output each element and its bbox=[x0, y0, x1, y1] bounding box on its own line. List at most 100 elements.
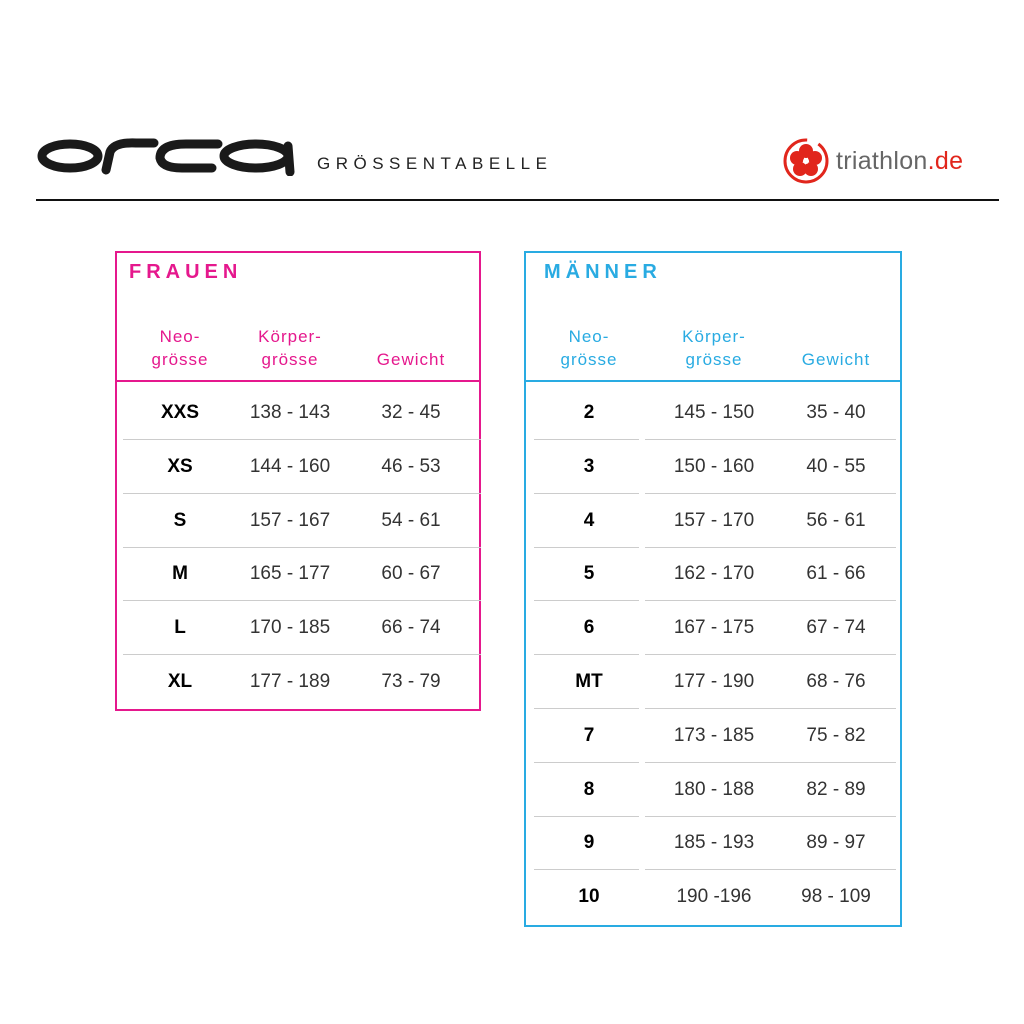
table-row: XS 144 - 160 46 - 53 bbox=[117, 440, 481, 494]
column-header-line bbox=[377, 325, 445, 348]
header-divider bbox=[526, 380, 900, 382]
row-divider bbox=[534, 600, 639, 602]
men-size-table: MÄNNER Neo-grösse Körper-grösse Gewicht 2 1… bbox=[524, 251, 902, 927]
weight-cell: 32 - 45 bbox=[381, 402, 441, 423]
height-cell: 157 - 170 bbox=[673, 509, 755, 531]
table-row: 8 180 - 188 82 - 89 bbox=[526, 763, 900, 817]
height-cell: 180 - 188 bbox=[673, 778, 755, 800]
table-row: MT 177 - 190 68 - 76 bbox=[526, 655, 900, 709]
table-row: 3 150 - 160 40 - 55 bbox=[526, 440, 900, 494]
height-cell: 173 - 185 bbox=[673, 724, 755, 746]
size-cell: 10 bbox=[578, 886, 600, 908]
height-cell: 157 - 167 bbox=[249, 509, 331, 531]
size-cell: MT bbox=[575, 671, 603, 692]
size-cell: S bbox=[173, 509, 187, 531]
height-cell: 145 - 150 bbox=[673, 402, 755, 423]
row-divider bbox=[534, 761, 639, 763]
table-row: 7 173 - 185 75 - 82 bbox=[526, 709, 900, 763]
row-divider bbox=[534, 815, 639, 817]
row-divider bbox=[123, 654, 481, 656]
column-header-line: Körper- bbox=[258, 327, 322, 346]
column-header: Gewicht bbox=[377, 325, 445, 371]
table-row: 9 185 - 193 89 - 97 bbox=[526, 816, 900, 871]
column-header-line: grösse bbox=[261, 350, 319, 369]
hibiscus-icon bbox=[783, 138, 829, 184]
row-divider bbox=[534, 654, 639, 656]
weight-cell: 67 - 74 bbox=[806, 617, 866, 639]
column-header-line bbox=[802, 325, 870, 348]
weight-cell: 66 - 74 bbox=[381, 617, 441, 639]
column-header-line: Gewicht bbox=[801, 350, 871, 369]
weight-cell: 46 - 53 bbox=[381, 455, 441, 477]
weight-cell: 73 - 79 bbox=[381, 671, 441, 692]
table-row: 2 145 - 150 35 - 40 bbox=[526, 386, 900, 440]
weight-cell: 40 - 55 bbox=[806, 455, 866, 477]
column-header: Körper-grösse bbox=[682, 325, 746, 371]
column-header-line: Neo- bbox=[568, 327, 610, 346]
size-cell: 3 bbox=[583, 455, 595, 477]
row-divider bbox=[123, 439, 481, 440]
weight-cell: 98 - 109 bbox=[801, 886, 871, 908]
row-divider bbox=[645, 654, 896, 656]
header-divider bbox=[117, 380, 479, 382]
column-header-line: grösse bbox=[685, 350, 743, 369]
weight-cell: 54 - 61 bbox=[381, 509, 441, 531]
row-divider bbox=[645, 600, 896, 602]
column-header: Neo-grösse bbox=[560, 325, 617, 371]
table-row: XL 177 - 189 73 - 79 bbox=[117, 655, 479, 709]
table-row: L 170 - 185 66 - 74 bbox=[117, 601, 481, 656]
row-divider bbox=[645, 815, 896, 817]
partner-tld: .de bbox=[927, 146, 964, 175]
row-divider bbox=[123, 600, 481, 602]
height-cell: 185 - 193 bbox=[673, 832, 755, 854]
column-header-line: Körper- bbox=[682, 327, 746, 346]
row-divider bbox=[534, 492, 639, 494]
size-cell: 6 bbox=[583, 617, 595, 639]
size-cell: 5 bbox=[583, 563, 595, 585]
weight-cell: 35 - 40 bbox=[806, 402, 866, 423]
row-divider bbox=[645, 869, 896, 871]
height-cell: 150 - 160 bbox=[673, 455, 755, 477]
row-divider bbox=[534, 439, 639, 440]
partner-name: triathlon bbox=[836, 146, 928, 175]
size-cell: M bbox=[172, 563, 188, 585]
height-cell: 165 - 177 bbox=[249, 563, 331, 585]
women-table-title: FRAUEN bbox=[129, 261, 243, 283]
size-cell: 8 bbox=[583, 778, 595, 800]
row-divider bbox=[645, 761, 896, 763]
row-divider bbox=[534, 546, 639, 548]
header-divider bbox=[36, 199, 999, 201]
column-header: Körper-grösse bbox=[258, 325, 322, 371]
table-row: XXS 138 - 143 32 - 45 bbox=[117, 386, 481, 440]
height-cell: 190 -196 bbox=[676, 886, 752, 908]
row-divider bbox=[645, 546, 896, 548]
table-row: 10 190 -196 98 - 109 bbox=[526, 870, 900, 924]
height-cell: 167 - 175 bbox=[673, 617, 755, 639]
men-table-title: MÄNNER bbox=[544, 261, 662, 283]
column-header-line: Neo- bbox=[159, 327, 201, 346]
column-header: Neo-grösse bbox=[151, 325, 208, 371]
height-cell: 170 - 185 bbox=[249, 617, 331, 639]
weight-cell: 61 - 66 bbox=[806, 563, 866, 585]
height-cell: 144 - 160 bbox=[249, 455, 331, 477]
column-header: Gewicht bbox=[802, 325, 870, 371]
table-row: M 165 - 177 60 - 67 bbox=[117, 547, 481, 602]
size-cell: 7 bbox=[583, 724, 595, 746]
row-divider bbox=[645, 492, 896, 494]
size-cell: 2 bbox=[583, 402, 595, 423]
row-divider bbox=[123, 492, 481, 494]
size-cell: XS bbox=[167, 455, 193, 477]
row-divider bbox=[534, 708, 639, 709]
document-title: GRÖSSENTABELLE bbox=[317, 154, 553, 173]
column-header-line: Gewicht bbox=[376, 350, 446, 369]
women-size-table: FRAUEN Neo-grösse Körper-grösse Gewicht XX… bbox=[115, 251, 481, 711]
table-row: 5 162 - 170 61 - 66 bbox=[526, 547, 900, 602]
orca-logo bbox=[37, 138, 295, 176]
row-divider bbox=[123, 546, 481, 548]
triathlon-de-logo: triathlon.de bbox=[782, 137, 963, 185]
column-header-line: grösse bbox=[560, 350, 618, 369]
size-cell: L bbox=[174, 617, 186, 639]
weight-cell: 82 - 89 bbox=[806, 778, 866, 800]
height-cell: 177 - 189 bbox=[249, 671, 331, 692]
